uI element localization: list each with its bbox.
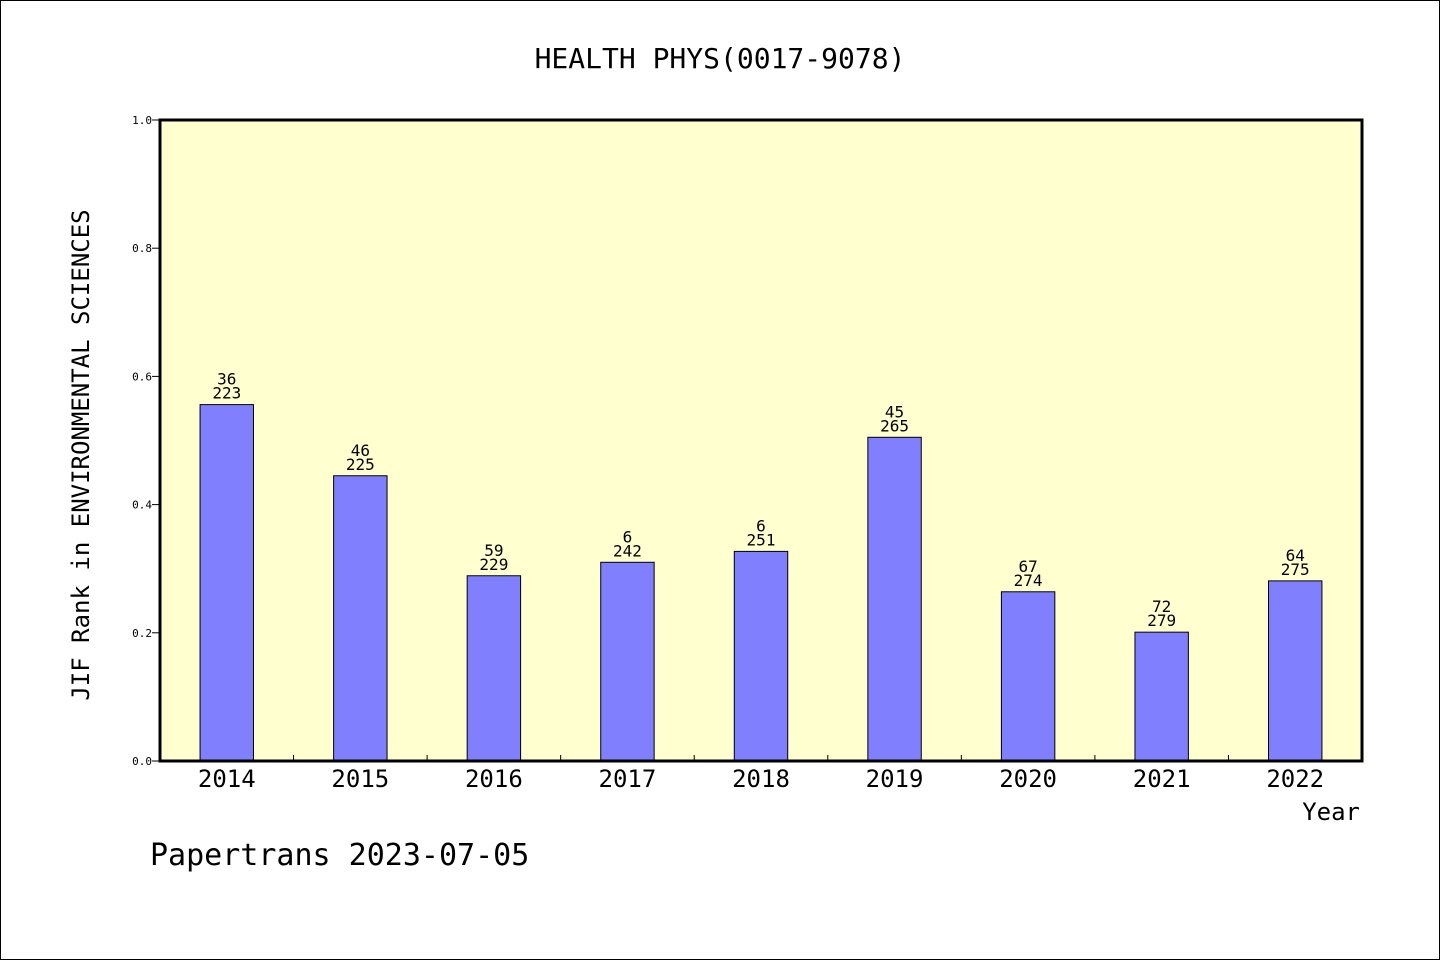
x-axis-title: Year <box>1302 798 1360 826</box>
x-tick-label: 2020 <box>999 765 1057 793</box>
rank-label: 6 <box>623 527 633 546</box>
y-tick-label: 0.8 <box>132 242 152 255</box>
total-label: 223 <box>212 384 241 403</box>
data-labels-group: 3622346225592296242625145265672747227964… <box>212 370 1309 631</box>
total-label: 229 <box>479 555 508 574</box>
y-tick-label: 0.4 <box>132 499 152 512</box>
bars-group <box>199 404 1323 762</box>
bar-2017 <box>600 561 655 762</box>
x-tick-label: 2017 <box>599 765 657 793</box>
x-tick-label: 2015 <box>331 765 389 793</box>
rank-label: 64 <box>1286 546 1305 565</box>
total-label: 274 <box>1014 571 1043 590</box>
x-tick-label: 2018 <box>732 765 790 793</box>
bar-2020 <box>1000 591 1056 762</box>
bar-2022 <box>1268 580 1323 762</box>
y-tick-label: 0.0 <box>132 755 152 768</box>
bar-2015 <box>333 475 388 762</box>
total-label: 251 <box>747 530 776 549</box>
x-tick-label: 2016 <box>465 765 523 793</box>
x-tick-label: 2014 <box>198 765 256 793</box>
bar-2016 <box>466 575 522 762</box>
plot-frame <box>158 118 1364 763</box>
rank-label: 59 <box>484 541 503 560</box>
bar-2019 <box>867 436 922 762</box>
footer-text: Papertrans 2023-07-05 <box>150 838 529 873</box>
y-tick-label: 0.6 <box>132 370 152 383</box>
chart-title: HEALTH PHYS(0017-9078) <box>535 42 906 75</box>
bar-2014 <box>199 404 254 762</box>
total-label: 279 <box>1147 611 1176 630</box>
bar-2018 <box>733 550 789 762</box>
rank-label: 46 <box>351 441 370 460</box>
total-label: 265 <box>880 416 909 435</box>
rank-label: 45 <box>885 402 904 421</box>
x-axis: 2014 2015 2016 2017 2018 2019 2020 2021 2022 <box>198 755 1324 793</box>
rank-label: 36 <box>217 370 236 389</box>
bar-2021 <box>1134 631 1189 762</box>
y-tick-label: 1.0 <box>132 114 152 127</box>
x-tick-label: 2021 <box>1133 765 1191 793</box>
total-label: 242 <box>613 541 642 560</box>
rank-label: 72 <box>1152 597 1171 616</box>
x-tick-label: 2019 <box>866 765 924 793</box>
rank-label: 67 <box>1018 557 1037 576</box>
y-axis: 0.0 0.2 0.4 0.6 0.8 1.0 <box>132 114 160 768</box>
total-label: 275 <box>1281 560 1310 579</box>
total-label: 225 <box>346 455 375 474</box>
rank-label: 6 <box>756 516 766 535</box>
y-tick-label: 0.2 <box>132 627 152 640</box>
y-axis-title: JIF Rank in ENVIRONMENTAL SCIENCES <box>67 209 95 700</box>
x-tick-label: 2022 <box>1266 765 1324 793</box>
